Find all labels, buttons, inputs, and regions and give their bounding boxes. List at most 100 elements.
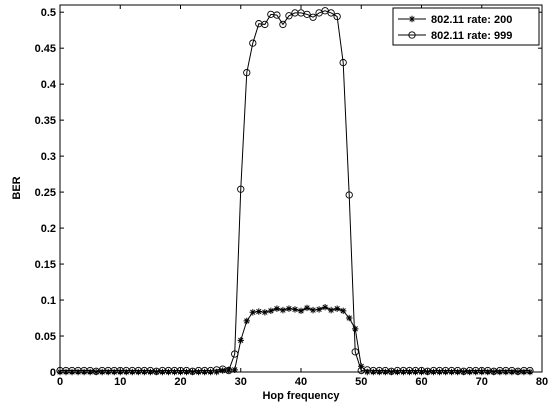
data-point-star — [207, 368, 214, 376]
data-point-star — [388, 368, 395, 376]
data-point-circle — [273, 11, 281, 19]
data-point-star — [526, 368, 534, 376]
y-tick-label: 0.25 — [35, 187, 56, 199]
data-point-star — [502, 368, 510, 376]
data-point-star — [117, 368, 124, 376]
data-point-star — [92, 368, 100, 376]
data-point-star — [406, 368, 413, 376]
data-point-star — [135, 368, 142, 376]
y-tick-label: 0.4 — [41, 79, 57, 91]
data-point-star — [273, 305, 281, 312]
data-point-star — [68, 368, 76, 376]
data-point-star — [297, 307, 305, 315]
data-point-circle — [345, 191, 353, 199]
data-point-star — [382, 368, 389, 376]
data-point-star — [358, 363, 365, 370]
data-point-star — [159, 368, 166, 376]
data-point-star — [376, 368, 383, 376]
series-rate-200 — [56, 304, 534, 376]
data-point-star — [279, 306, 287, 314]
legend-box — [392, 7, 540, 46]
series-line — [60, 10, 530, 372]
data-point-star — [472, 368, 479, 376]
data-point-circle — [526, 366, 534, 375]
data-point-circle — [249, 39, 257, 47]
axis-ticks: 0 10 20 30 40 50 60 70 80 0 0.05 0.1 0.15 0.2 0.25 0.3 0… — [35, 5, 548, 388]
data-point-star — [394, 368, 401, 376]
data-point-star — [346, 314, 353, 322]
legend-label-rate-999: 802.11 rate: 999 — [431, 30, 512, 42]
data-point-star — [448, 368, 455, 376]
data-point-circle — [225, 366, 233, 375]
y-tick-label: 0.15 — [35, 259, 56, 271]
data-point-circle — [231, 350, 239, 358]
data-point-star — [339, 307, 347, 315]
data-point-star — [237, 337, 244, 344]
data-point-circle — [261, 20, 269, 29]
data-point-star — [285, 305, 293, 312]
data-point-star — [315, 306, 323, 313]
data-point-star — [74, 368, 82, 376]
data-point-star — [219, 367, 226, 374]
data-point-star — [177, 368, 184, 376]
legend-marker-circle — [408, 31, 416, 39]
data-point-star — [141, 368, 148, 376]
data-point-star — [478, 368, 485, 376]
data-point-star — [370, 368, 377, 376]
data-point-star — [147, 368, 154, 376]
data-point-star — [195, 368, 202, 376]
x-tick-label: 20 — [174, 376, 186, 388]
x-tick-label: 30 — [235, 376, 247, 388]
y-tick-label: 0.45 — [35, 43, 56, 55]
data-point-star — [508, 368, 516, 376]
x-tick-label: 50 — [355, 376, 367, 388]
data-point-star — [514, 368, 522, 376]
data-point-star — [56, 368, 64, 376]
y-tick-label: 0.2 — [41, 223, 56, 235]
data-point-star — [165, 368, 172, 376]
y-tick-label: 0.35 — [35, 115, 56, 127]
data-point-star — [201, 368, 208, 376]
data-point-star — [454, 368, 461, 376]
data-point-star — [111, 368, 118, 376]
data-point-star — [484, 368, 491, 376]
data-point-star — [303, 304, 311, 312]
data-point-circle — [309, 13, 317, 21]
data-point-star — [183, 368, 190, 376]
plot-area — [59, 4, 543, 373]
data-point-star — [424, 368, 431, 376]
data-point-star — [213, 368, 220, 376]
data-point-star — [400, 368, 407, 376]
series-rate-999 — [56, 7, 534, 375]
legend: 802.11 rate: 200 802.11 rate: 999 — [392, 7, 540, 46]
data-point-star — [333, 305, 341, 312]
data-point-circle — [237, 185, 245, 193]
legend-star-marker — [408, 15, 416, 23]
data-point-star — [466, 368, 473, 376]
data-point-star — [436, 368, 443, 376]
data-point-star — [418, 368, 425, 376]
data-point-circle — [279, 20, 287, 29]
data-point-star — [98, 368, 106, 376]
data-point-circle — [303, 10, 311, 19]
data-point-star — [291, 306, 299, 313]
data-point-star — [86, 368, 94, 376]
x-axis-label: Hop frequency — [262, 390, 340, 402]
data-point-star — [80, 368, 88, 376]
data-point-star — [129, 368, 136, 376]
data-point-star — [520, 368, 528, 376]
data-point-circle — [285, 12, 293, 20]
data-point-star — [321, 304, 329, 311]
data-point-star — [364, 368, 371, 376]
data-point-star — [189, 368, 196, 376]
legend-label-rate-200: 802.11 rate: 200 — [431, 14, 512, 26]
data-point-star — [62, 368, 70, 376]
data-point-star — [412, 368, 419, 376]
data-point-star — [123, 368, 130, 376]
data-point-star — [243, 317, 250, 325]
data-point-star — [430, 368, 437, 376]
data-point-circle — [333, 12, 341, 21]
data-point-star — [105, 368, 112, 376]
data-point-star — [327, 306, 335, 314]
